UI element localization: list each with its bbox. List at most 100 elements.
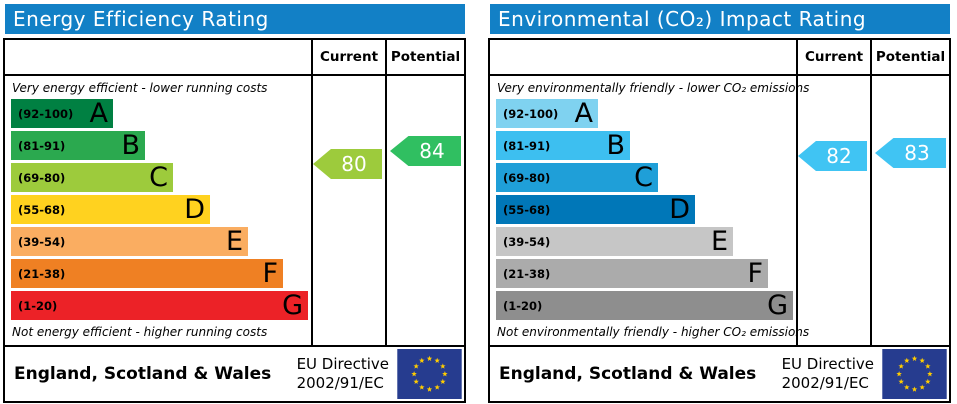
band-row-e: (39-54) E: [496, 227, 796, 256]
band-row-f: (21-38) F: [496, 259, 796, 288]
rating-bands: (92-100) A (81-91) B (69-80) C (55-68) D (39…: [496, 99, 796, 323]
region-label: England, Scotland & Wales: [499, 364, 757, 384]
potential-rating-arrow: 83: [875, 138, 946, 168]
eu-directive-line1: EU Directive: [781, 354, 874, 373]
band-row-c: (69-80) C: [11, 163, 311, 192]
energy-efficiency-panel: Energy Efficiency Rating Current Potenti…: [3, 4, 468, 403]
energy-rating-table: Current Potential Very energy efficient …: [3, 38, 466, 403]
band-letter: E: [710, 226, 728, 257]
band-letter: B: [606, 130, 625, 161]
band-letter: D: [184, 194, 205, 225]
band-row-e: (39-54) E: [11, 227, 311, 256]
band-row-b: (81-91) B: [11, 131, 311, 160]
band-range-label: (92-100): [503, 106, 559, 121]
band-range-label: (39-54): [503, 234, 551, 249]
band-bar-a: (92-100) A: [11, 99, 113, 128]
eu-flag-icon: [882, 349, 947, 399]
top-caption: Very energy efficient - lower running co…: [12, 81, 268, 95]
band-row-d: (55-68) D: [496, 195, 796, 224]
header-spacer-cell: [5, 40, 311, 74]
potential-value-column: 83: [870, 76, 949, 345]
band-range-label: (39-54): [18, 234, 66, 249]
current-rating-arrow: 80: [313, 149, 382, 179]
rating-scale-body: Very energy efficient - lower running co…: [5, 76, 464, 347]
header-spacer-cell: [490, 40, 796, 74]
band-range-label: (55-68): [503, 202, 551, 217]
band-bar-c: (69-80) C: [11, 163, 173, 192]
band-row-b: (81-91) B: [496, 131, 796, 160]
eu-directive-line2: 2002/91/EC: [296, 374, 384, 392]
current-rating-value: 80: [341, 152, 367, 176]
band-letter: D: [669, 194, 690, 225]
band-letter: F: [747, 258, 763, 289]
band-bar-g: (1-20) G: [496, 291, 793, 320]
potential-rating-value: 84: [419, 139, 445, 163]
table-footer-row: England, Scotland & Wales EU Directive 2…: [5, 347, 464, 401]
band-range-label: (69-80): [503, 170, 551, 185]
current-rating-arrow: 82: [798, 141, 867, 171]
bottom-caption: Not environmentally friendly - higher CO…: [497, 325, 810, 339]
band-range-label: (1-20): [18, 298, 58, 313]
potential-rating-value: 83: [904, 141, 930, 165]
band-range-label: (1-20): [503, 298, 543, 313]
band-range-label: (92-100): [18, 106, 74, 121]
band-letter: C: [149, 162, 168, 193]
current-column-header: Current: [311, 40, 385, 74]
band-bar-c: (69-80) C: [496, 163, 658, 192]
band-bar-b: (81-91) B: [11, 131, 145, 160]
potential-rating-arrow: 84: [390, 136, 461, 166]
band-range-label: (69-80): [18, 170, 66, 185]
eu-directive-label: EU Directive 2002/91/EC: [297, 355, 396, 394]
current-column-header: Current: [796, 40, 870, 74]
band-letter: C: [634, 162, 653, 193]
region-label: England, Scotland & Wales: [14, 364, 272, 384]
current-rating-value: 82: [826, 144, 852, 168]
band-bar-e: (39-54) E: [496, 227, 733, 256]
current-value-column: 82: [796, 76, 870, 345]
potential-column-header: Potential: [870, 40, 949, 74]
band-bar-f: (21-38) F: [496, 259, 768, 288]
eu-directive-line1: EU Directive: [296, 354, 389, 373]
environmental-rating-table: Current Potential Very environmentally f…: [488, 38, 951, 403]
band-range-label: (21-38): [503, 266, 551, 281]
band-letter: F: [262, 258, 278, 289]
band-scale-column: Very environmentally friendly - lower CO…: [490, 76, 809, 345]
environmental-panel-title: Environmental (CO₂) Impact Rating: [490, 4, 950, 34]
rating-scale-body: Very environmentally friendly - lower CO…: [490, 76, 949, 347]
eu-flag-icon: [397, 349, 462, 399]
energy-panel-title: Energy Efficiency Rating: [5, 4, 465, 34]
band-row-g: (1-20) G: [11, 291, 311, 320]
bottom-caption: Not energy efficient - higher running co…: [12, 325, 268, 339]
band-letter: G: [282, 290, 303, 321]
eu-directive-line2: 2002/91/EC: [781, 374, 869, 392]
band-letter: A: [574, 98, 593, 129]
band-bar-b: (81-91) B: [496, 131, 630, 160]
band-range-label: (21-38): [18, 266, 66, 281]
band-letter: A: [89, 98, 108, 129]
potential-value-column: 84: [385, 76, 464, 345]
rating-bands: (92-100) A (81-91) B (69-80) C (55-68) D (39…: [11, 99, 311, 323]
band-letter: B: [121, 130, 140, 161]
band-bar-d: (55-68) D: [11, 195, 210, 224]
band-bar-d: (55-68) D: [496, 195, 695, 224]
band-range-label: (81-91): [18, 138, 66, 153]
potential-column-header: Potential: [385, 40, 464, 74]
band-bar-g: (1-20) G: [11, 291, 308, 320]
table-header-row: Current Potential: [5, 40, 464, 76]
band-scale-column: Very energy efficient - lower running co…: [5, 76, 311, 345]
table-footer-row: England, Scotland & Wales EU Directive 2…: [490, 347, 949, 401]
epc-rating-charts: Energy Efficiency Rating Current Potenti…: [3, 4, 957, 403]
band-row-f: (21-38) F: [11, 259, 311, 288]
environmental-impact-panel: Environmental (CO₂) Impact Rating Curren…: [488, 4, 953, 403]
eu-directive-label: EU Directive 2002/91/EC: [782, 355, 881, 394]
band-row-a: (92-100) A: [11, 99, 311, 128]
band-range-label: (81-91): [503, 138, 551, 153]
table-header-row: Current Potential: [490, 40, 949, 76]
current-value-column: 80: [311, 76, 385, 345]
band-bar-f: (21-38) F: [11, 259, 283, 288]
top-caption: Very environmentally friendly - lower CO…: [497, 81, 810, 95]
band-letter: E: [225, 226, 243, 257]
band-row-d: (55-68) D: [11, 195, 311, 224]
band-row-a: (92-100) A: [496, 99, 796, 128]
band-row-g: (1-20) G: [496, 291, 796, 320]
